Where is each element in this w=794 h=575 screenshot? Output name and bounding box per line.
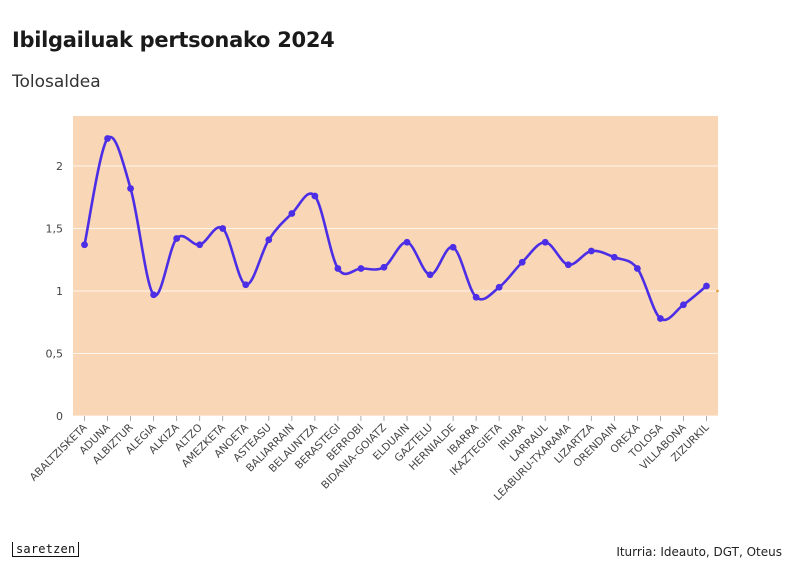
- data-point: [403, 238, 411, 246]
- data-point: [127, 185, 134, 192]
- y-tick-label: 2: [56, 160, 63, 173]
- data-point: [173, 235, 181, 242]
- data-point: [380, 263, 388, 271]
- data-point: [518, 258, 526, 266]
- data-points: [81, 135, 719, 322]
- data-point: [426, 271, 434, 279]
- data-point: [196, 241, 204, 249]
- grid-lines: [73, 165, 718, 417]
- y-axis-ticks: 0 0,5 1 1,5 2: [46, 160, 64, 423]
- data-point: [657, 315, 664, 322]
- data-point: [265, 236, 273, 244]
- data-point: [449, 243, 457, 251]
- data-point: [541, 238, 549, 246]
- data-point: [633, 265, 641, 272]
- y-tick-label: 0,5: [46, 348, 64, 361]
- chart-title: Ibilgailuak pertsonako 2024: [12, 28, 335, 52]
- data-point: [219, 225, 227, 232]
- data-point: [150, 291, 158, 299]
- y-tick-label: 0: [56, 410, 63, 423]
- chart-subtitle: Tolosaldea: [12, 72, 101, 92]
- y-tick-label: 1: [56, 285, 63, 298]
- data-point: [610, 253, 618, 261]
- x-axis-ticks: ABALTZISKETAADUNAALBIZTURALEGIAALKIZAALT…: [28, 416, 712, 503]
- data-point: [703, 282, 710, 290]
- saretzen-logo: saretzen: [12, 542, 80, 557]
- y-tick-label: 1,5: [46, 223, 64, 236]
- data-point: [311, 192, 319, 200]
- source-note: Iturria: Ideauto, DGT, Oteus: [616, 545, 782, 559]
- data-point: [288, 210, 296, 217]
- data-point: [495, 283, 503, 291]
- data-point: [680, 301, 687, 309]
- edge-marker: [716, 289, 719, 293]
- data-point: [357, 265, 365, 272]
- data-point: [81, 241, 88, 249]
- data-point: [472, 293, 480, 301]
- data-point: [104, 135, 111, 142]
- data-point: [564, 261, 572, 269]
- data-point: [587, 247, 595, 255]
- data-point: [334, 265, 342, 272]
- data-point: [242, 281, 250, 289]
- plot-area: [73, 116, 718, 416]
